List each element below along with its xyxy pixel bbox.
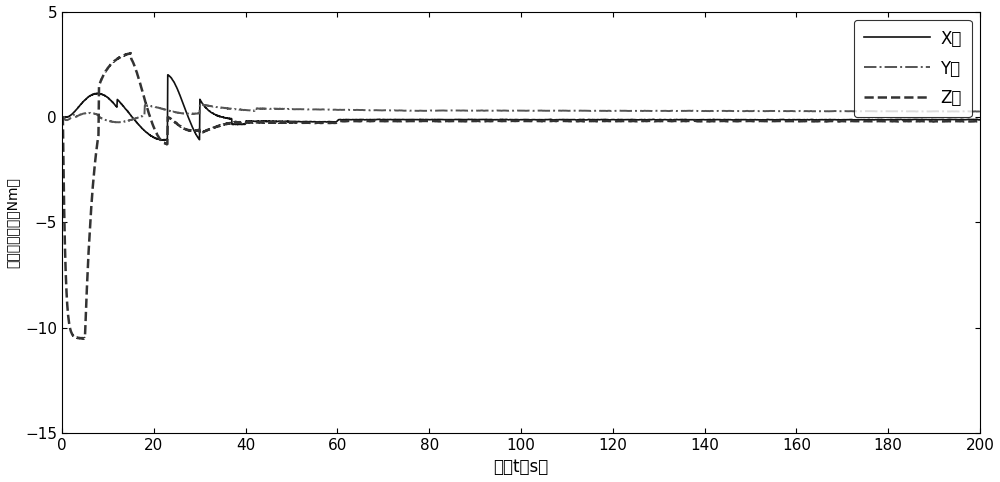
- X轴: [804, 117, 816, 122]
- X轴: [162, 72, 174, 78]
- Line: Z轴: Z轴: [62, 53, 980, 338]
- Line: X轴: X轴: [62, 75, 980, 140]
- X轴: [974, 117, 986, 123]
- Y轴: [804, 108, 816, 114]
- Y轴: [127, 116, 139, 122]
- Y轴: [763, 108, 775, 114]
- Y轴: [188, 111, 200, 117]
- X轴: [56, 114, 68, 120]
- Y轴: [974, 108, 986, 114]
- Z轴: [383, 118, 395, 124]
- Y轴: [56, 114, 68, 120]
- X轴: [383, 117, 395, 122]
- X-axis label: 时间t（s）: 时间t（s）: [493, 458, 549, 476]
- Y-axis label: 系统所需力矩（Nm）: 系统所需力矩（Nm）: [6, 177, 20, 268]
- Line: Y轴: Y轴: [62, 104, 980, 122]
- Z轴: [188, 128, 200, 134]
- X轴: [205, 109, 217, 115]
- Y轴: [195, 101, 207, 107]
- Z轴: [127, 59, 139, 65]
- X轴: [763, 117, 775, 122]
- X轴: [157, 137, 169, 143]
- Z轴: [974, 118, 986, 124]
- X轴: [188, 129, 200, 134]
- Y轴: [383, 107, 395, 113]
- Y轴: [205, 103, 217, 109]
- Z轴: [124, 50, 136, 56]
- X轴: [127, 115, 139, 120]
- Z轴: [763, 118, 775, 124]
- Y轴: [112, 120, 124, 125]
- Legend: X轴, Y轴, Z轴: X轴, Y轴, Z轴: [854, 20, 972, 117]
- Z轴: [76, 335, 88, 341]
- Z轴: [56, 114, 68, 120]
- Z轴: [205, 126, 217, 132]
- Z轴: [804, 118, 816, 124]
